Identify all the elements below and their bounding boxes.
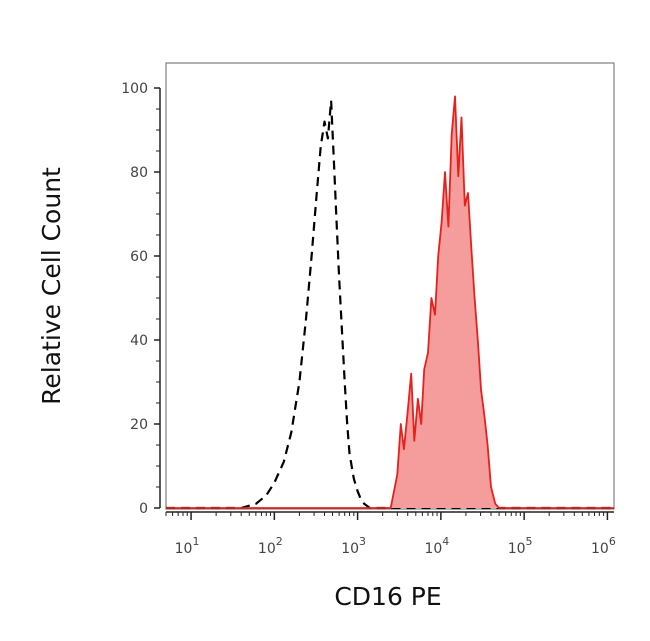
x-axis-title: CD16 PE — [334, 582, 441, 611]
axis-layer: 101 102 103 104 105 106 0 20 40 60 80 100 — [121, 81, 616, 557]
x-tick-label: 106 — [591, 535, 616, 557]
series-2-area — [166, 96, 614, 509]
x-tick-label: 101 — [175, 535, 200, 557]
y-tick-label: 80 — [130, 165, 148, 181]
y-tick-label: 0 — [139, 501, 148, 517]
plot-frame — [165, 62, 615, 510]
series-2-line — [166, 95, 614, 509]
y-axis-title: Relative Cell Count — [37, 167, 66, 405]
y-tick-label: 60 — [130, 249, 148, 265]
x-tick-label: 105 — [508, 535, 533, 557]
y-tick-label: 20 — [130, 417, 148, 433]
x-tick-label: 102 — [258, 535, 283, 557]
series-1-line — [166, 99, 614, 510]
y-tick-label: 40 — [130, 333, 148, 349]
series-layer — [166, 95, 614, 510]
x-tick-label: 103 — [341, 535, 366, 557]
x-tick-label: 104 — [424, 535, 449, 557]
y-tick-label: 100 — [121, 81, 148, 97]
